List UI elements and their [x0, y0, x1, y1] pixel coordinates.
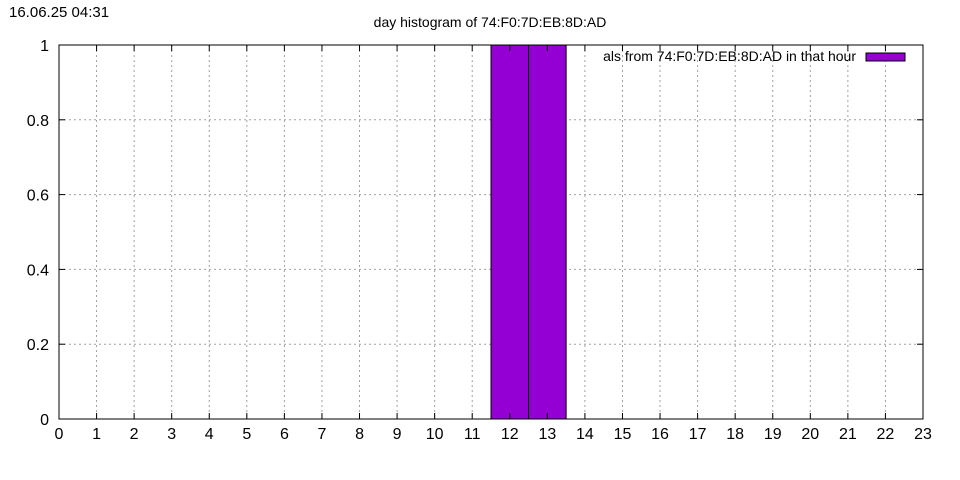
x-tick-label: 5	[242, 426, 251, 443]
x-tick-label: 4	[205, 426, 214, 443]
x-tick-label: 0	[55, 426, 64, 443]
y-tick-label: 0.2	[27, 337, 49, 354]
x-axis-ticks: 0 1 2 3 4 5 6 7 8 9 10 11 12 13 14 15 16 17 18 19 20 21 22 23	[55, 45, 932, 443]
timestamp: 16.06.25 04:31	[9, 4, 110, 21]
y-axis-ticks: 0 0.2 0.4 0.6 0.8 1	[27, 38, 923, 429]
legend-swatch	[865, 52, 906, 62]
x-tick-label: 23	[914, 426, 932, 443]
x-tick-label: 12	[501, 426, 519, 443]
x-tick-label: 22	[877, 426, 895, 443]
chart-title: day histogram of 74:F0:7D:EB:8D:AD	[374, 14, 607, 30]
x-tick-label: 7	[318, 426, 327, 443]
plot-area-border	[58, 44, 924, 420]
x-tick-label: 11	[464, 426, 481, 443]
x-tick-label: 20	[801, 426, 819, 443]
y-tick-label: 0.8	[27, 113, 49, 130]
x-tick-label: 18	[726, 426, 744, 443]
legend-label: als from 74:F0:7D:EB:8D:AD in that hour	[603, 48, 856, 64]
x-tick-label: 2	[130, 426, 139, 443]
y-tick-label: 0.4	[27, 262, 49, 279]
x-tick-label: 19	[764, 426, 782, 443]
x-tick-label: 9	[393, 426, 402, 443]
bars-group	[490, 44, 567, 420]
x-tick-label: 8	[355, 426, 364, 443]
x-tick-label: 6	[280, 426, 289, 443]
x-tick-label: 16	[651, 426, 669, 443]
histogram-bar	[490, 44, 530, 420]
histogram-bar	[528, 44, 567, 420]
x-tick-label: 17	[689, 426, 707, 443]
x-tick-label: 21	[839, 426, 857, 443]
y-tick-label: 0.6	[27, 188, 49, 205]
y-tick-label: 1	[40, 38, 49, 55]
x-tick-label: 15	[614, 426, 632, 443]
legend: als from 74:F0:7D:EB:8D:AD in that hour	[603, 48, 906, 64]
x-tick-label: 10	[426, 426, 444, 443]
x-tick-label: 3	[167, 426, 176, 443]
x-tick-label: 1	[92, 426, 101, 443]
y-tick-label: 0	[40, 412, 49, 429]
x-tick-label: 14	[576, 426, 594, 443]
x-tick-label: 13	[538, 426, 556, 443]
